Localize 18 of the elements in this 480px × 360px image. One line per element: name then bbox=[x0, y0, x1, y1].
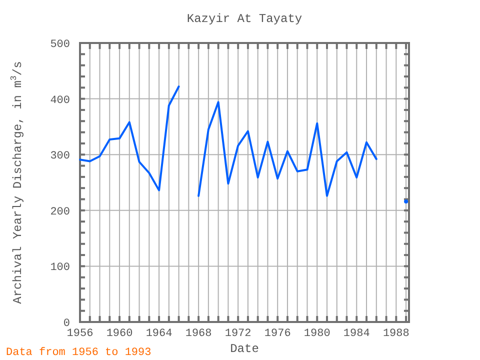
y-tick-label: 500 bbox=[50, 39, 70, 51]
x-tick-label: 1976 bbox=[264, 328, 291, 340]
y-tick-label: 300 bbox=[50, 150, 70, 163]
x-tick-label: 1972 bbox=[224, 328, 252, 340]
y-tick-label: 200 bbox=[50, 206, 70, 218]
x-axis-title: Date bbox=[230, 342, 259, 356]
x-tick-label: 1988 bbox=[382, 328, 410, 340]
text: Data from 1956 to 1993 bbox=[6, 347, 152, 359]
x-tick-label: 1984 bbox=[343, 328, 370, 340]
chart-title: Kazyir At Tayaty bbox=[186, 12, 302, 26]
x-tick-label: 1980 bbox=[304, 328, 330, 340]
x-tick-label: 1964 bbox=[146, 328, 173, 340]
x-tick-label: 1956 bbox=[66, 328, 94, 340]
x-tick-label: 1960 bbox=[106, 328, 133, 340]
y-tick-label: 400 bbox=[50, 94, 70, 107]
y-tick-label: 100 bbox=[50, 262, 70, 274]
x-tick-label: 1968 bbox=[185, 328, 212, 340]
y-tick-label: 0 bbox=[63, 318, 70, 330]
